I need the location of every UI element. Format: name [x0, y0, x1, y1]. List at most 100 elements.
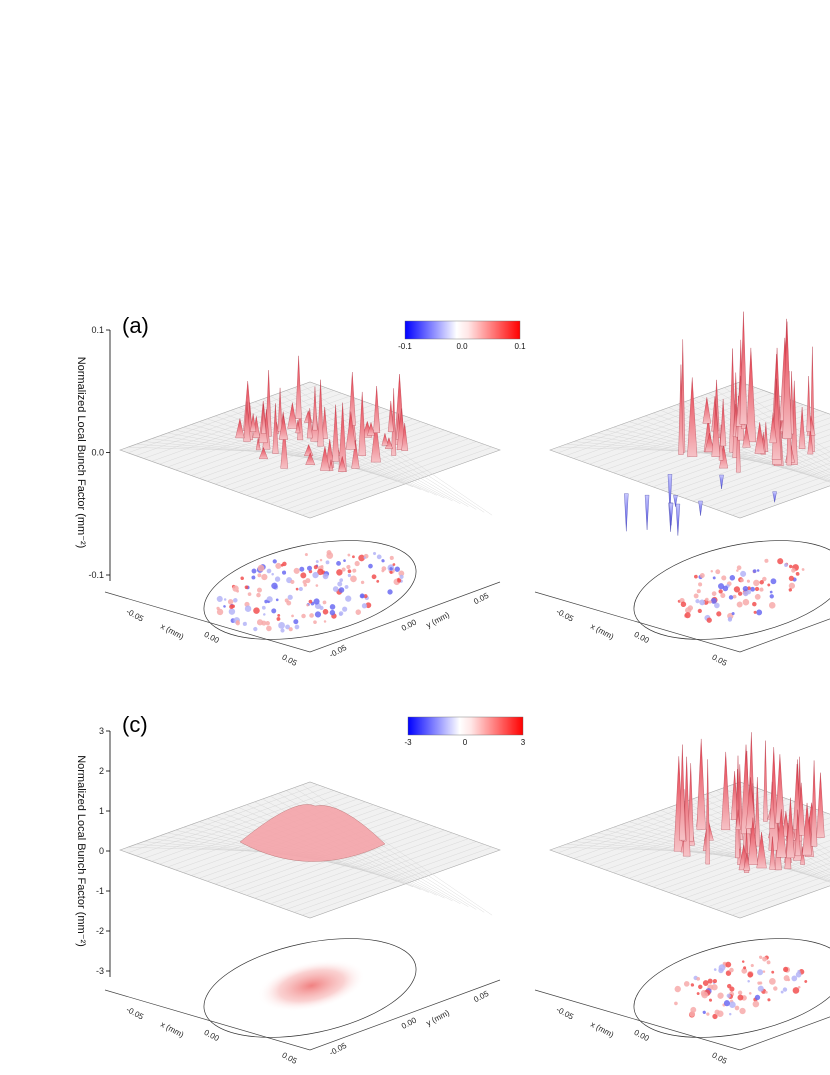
chart-panel-d: -0.050.000.05x (mm)0.05	[534, 732, 830, 1066]
projection-dot	[737, 994, 744, 1001]
projection-dot	[399, 574, 404, 579]
projection-dot	[699, 599, 706, 606]
spike	[720, 398, 727, 447]
colorbar	[404, 320, 521, 340]
projection-dot	[788, 582, 796, 589]
z-tick-label: 2	[99, 766, 104, 776]
projection-dot	[267, 600, 270, 604]
projection-dot	[702, 1010, 706, 1014]
projection-dot	[718, 964, 726, 972]
projection-dot	[710, 597, 717, 604]
projection-dot	[736, 569, 739, 572]
projection-dot	[720, 592, 726, 599]
spike	[358, 391, 366, 456]
projection-dot	[305, 578, 311, 584]
projection-dot	[708, 998, 713, 1002]
z-axis-title: Normalized Local Bunch Factor (mm⁻²)	[75, 755, 87, 947]
projection-dot	[264, 599, 268, 604]
projection-dot	[801, 568, 805, 571]
z-tick-label: -3	[96, 966, 104, 976]
projection-dot	[729, 967, 734, 973]
floor-axes	[534, 989, 830, 1051]
spike	[328, 459, 334, 471]
projection-dot	[280, 563, 284, 567]
colorbar-max-label: 0.1	[514, 342, 526, 351]
projection-dot	[725, 970, 732, 976]
y-tick-label: -0.05	[328, 1041, 349, 1058]
projection-dot	[398, 570, 405, 577]
projection-dot	[695, 599, 700, 604]
projection-dot	[313, 565, 318, 570]
projection-dot	[345, 595, 352, 602]
spike	[806, 376, 811, 432]
negative-spike	[772, 491, 777, 503]
projection-dot	[317, 568, 324, 576]
spike	[370, 418, 381, 463]
spike	[243, 401, 251, 442]
projection-dot	[754, 994, 761, 1001]
z-tick-label: 0	[99, 846, 104, 856]
projection-dot	[757, 985, 764, 992]
projection-dot	[256, 619, 264, 626]
z-tick-label: 0.1	[91, 325, 104, 335]
spike	[332, 404, 340, 462]
projection-dot	[690, 983, 695, 987]
projection-dot	[358, 554, 365, 562]
projection-dot	[783, 975, 790, 982]
projection-dot	[792, 987, 800, 994]
projection-map	[216, 550, 405, 633]
projection-dot	[293, 619, 299, 625]
panel-label: (c)	[122, 712, 148, 737]
colorbar-min-label: -0.1	[398, 342, 412, 351]
spike	[338, 456, 347, 472]
projection-dot	[253, 626, 258, 632]
projection-dot	[303, 583, 308, 587]
projection-dot	[347, 553, 351, 557]
projection-dot	[795, 971, 802, 978]
spike	[704, 432, 715, 453]
projection-dot	[747, 980, 750, 983]
spike	[278, 415, 289, 440]
projection-map	[677, 558, 805, 623]
projection-dot	[275, 598, 279, 602]
projection-dot	[361, 603, 368, 609]
projection-dot	[319, 558, 323, 562]
projection-dot	[232, 585, 239, 592]
projection-dot	[271, 572, 274, 576]
projection-map	[257, 959, 366, 1012]
projection-dot	[726, 993, 731, 998]
spike	[280, 424, 289, 469]
spike	[756, 831, 767, 869]
spike	[754, 777, 760, 847]
projection-dot	[360, 580, 365, 585]
projection-dot	[737, 990, 743, 995]
projection-dot	[723, 1000, 731, 1007]
projection-dot	[750, 586, 755, 592]
projection-dot	[780, 990, 784, 994]
projection-dot	[729, 1012, 732, 1016]
panel-label: (a)	[122, 313, 149, 338]
projection-dot	[732, 594, 737, 599]
z-tick-label: 0.0	[91, 448, 104, 458]
projection-dot	[272, 559, 277, 564]
floor-axes	[104, 581, 501, 653]
chart-panel-c: (c) 3 2 1 0 -1 -2 -3 Normalized Local Bunch Fact…	[75, 712, 526, 1066]
colorbar	[407, 716, 524, 736]
projection-dot	[747, 971, 754, 978]
surface-spikes	[239, 804, 386, 862]
projection-dot	[397, 577, 400, 581]
projection-dot	[759, 587, 764, 592]
projection-dot	[746, 579, 751, 583]
projection-dot	[782, 987, 788, 992]
projection-dot	[747, 586, 751, 591]
projection-dot	[773, 986, 778, 991]
projection-dot	[231, 604, 235, 609]
negative-spike	[667, 474, 673, 513]
projection-dot	[236, 620, 240, 624]
spike	[321, 406, 328, 439]
projection-dot	[717, 583, 725, 590]
projection-dot	[342, 606, 348, 612]
projection-ellipse	[203, 540, 417, 640]
projection-dot	[389, 570, 393, 574]
projection-dot	[748, 992, 752, 995]
